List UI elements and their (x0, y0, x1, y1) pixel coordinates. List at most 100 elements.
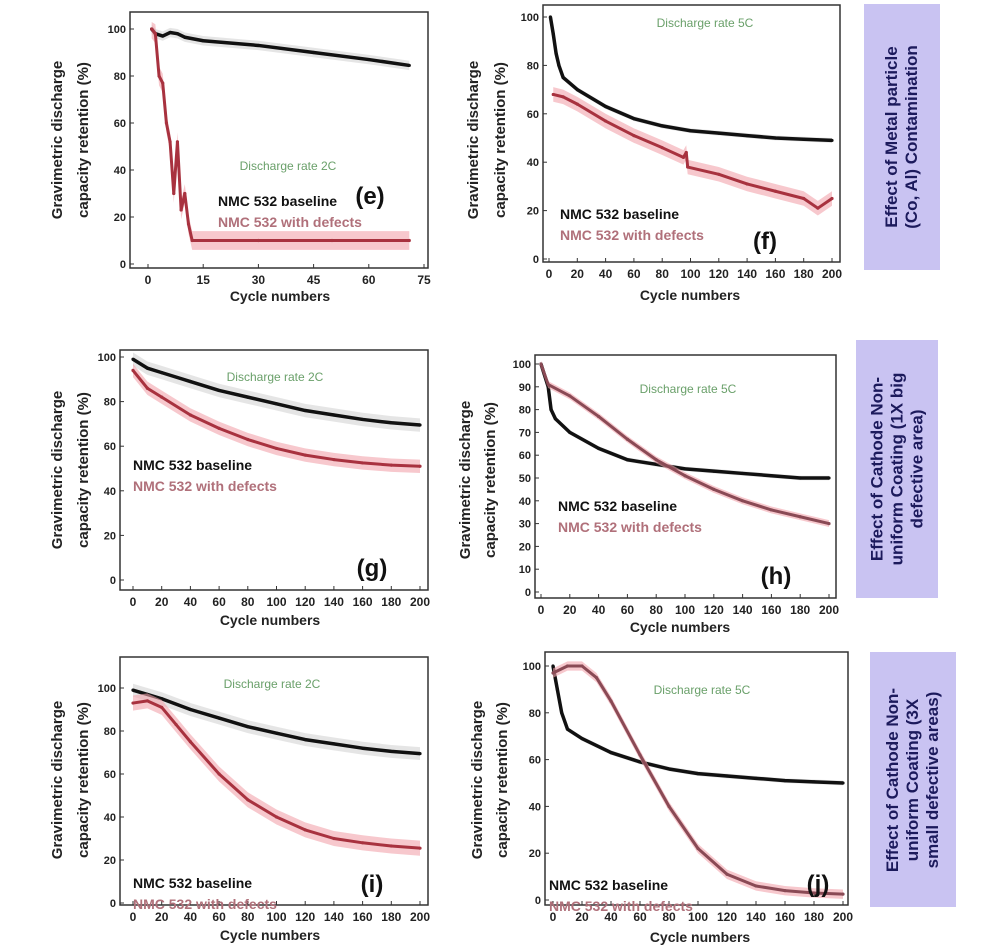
plot-frame (544, 651, 849, 906)
y-tick-label: 40 (104, 812, 116, 824)
discharge-rate-label: Discharge rate 5C (654, 683, 751, 697)
y-tick-label: 100 (108, 24, 126, 36)
data-point (745, 182, 749, 186)
data-point (783, 889, 787, 893)
side-label-big-defect: Effect of Cathode Non- uniform Coating (… (856, 340, 938, 598)
x-tick-label: 160 (353, 595, 373, 609)
data-point (745, 133, 749, 138)
data-point (686, 165, 690, 169)
data-point (188, 707, 192, 712)
data-point (157, 74, 161, 78)
data-point (812, 891, 816, 895)
y-tick-label: 20 (519, 541, 531, 553)
x-tick-label: 140 (746, 910, 766, 924)
error-band (553, 663, 843, 786)
x-tick-label: 200 (410, 910, 430, 924)
data-point (554, 51, 558, 55)
x-tick-label: 60 (212, 595, 226, 609)
x-tick-label: 160 (761, 603, 781, 617)
data-point (389, 463, 393, 467)
x-tick-label: 180 (794, 267, 814, 281)
data-point (561, 95, 565, 99)
legend-entry: NMC 532 baseline (558, 498, 677, 514)
y-tick-label: 60 (114, 118, 126, 130)
data-point (389, 749, 393, 754)
side-label-metal-contamination: Effect of Metal particle (Co, Al) Contam… (864, 4, 940, 270)
data-point (131, 357, 135, 361)
data-point (546, 382, 550, 387)
data-point (660, 124, 664, 128)
data-point (798, 515, 802, 519)
data-point (217, 426, 221, 430)
x-tick-label: 20 (155, 910, 169, 924)
data-point (632, 117, 636, 121)
panel-label: (h) (761, 563, 792, 590)
data-point (638, 760, 642, 764)
data-point (660, 146, 664, 150)
y-tick-label: 40 (519, 496, 531, 508)
data-point (841, 892, 845, 896)
y-tick-label: 0 (535, 895, 541, 907)
chart-panel-h: 0 20 40 60 80 100 120 140 160 180 200 0 10 20 30 40 50 60… (457, 354, 839, 635)
y-axis-label: capacity retention (%) (482, 402, 499, 558)
x-tick-label: 45 (307, 273, 321, 287)
x-tick-label: 0 (550, 910, 557, 924)
x-tick-label: 180 (804, 910, 824, 924)
y-tick-label: 20 (527, 206, 539, 218)
chart-panel-j: 0 20 40 60 80 100 120 140 160 180 200 0 20 40 60 80 100 C… (469, 651, 853, 945)
data-point (725, 872, 729, 876)
data-point (168, 30, 172, 35)
panel-label: (g) (357, 555, 388, 582)
data-point (625, 458, 630, 462)
x-tick-label: 60 (633, 910, 647, 924)
data-point (696, 772, 700, 776)
data-point (688, 129, 693, 133)
data-point (604, 119, 608, 123)
data-point (568, 394, 572, 398)
y-tick-label: 60 (529, 755, 541, 767)
y-tick-label: 20 (104, 530, 116, 542)
data-point (539, 362, 543, 366)
x-tick-label: 60 (212, 910, 226, 924)
side-label-small-defects: Effect of Cathode Non- uniform Coating (… (870, 652, 956, 907)
data-point (168, 140, 172, 144)
y-tick-label: 100 (98, 683, 116, 695)
series-line-baseline (132, 688, 421, 756)
y-tick-label: 50 (519, 473, 531, 485)
data-point (594, 676, 599, 680)
panel-label: (j) (807, 871, 830, 898)
y-tick-label: 100 (521, 12, 539, 24)
chart-panel-e: 0 15 30 45 60 75 0 20 40 60 80 100 Cycle numbers Grav… (49, 11, 431, 304)
data-point (551, 32, 555, 36)
y-tick-label: 40 (114, 165, 126, 177)
data-point (841, 781, 845, 785)
x-tick-label: 20 (571, 267, 585, 281)
x-tick-label: 120 (709, 267, 729, 281)
x-tick-label: 200 (822, 267, 842, 281)
plot-frame (129, 11, 429, 269)
data-point (274, 815, 279, 819)
y-axis-label: Gravimetric discharge (465, 61, 482, 219)
data-point (741, 471, 745, 476)
x-tick-label: 60 (621, 603, 635, 617)
y-tick-label: 100 (98, 352, 116, 364)
data-point (153, 32, 157, 36)
y-tick-label: 20 (114, 212, 126, 224)
data-point (217, 388, 221, 393)
x-axis-label: Cycle numbers (220, 927, 321, 943)
x-tick-label: 20 (575, 910, 589, 924)
y-tick-label: 70 (519, 427, 531, 439)
data-point (303, 453, 307, 457)
data-point (361, 841, 365, 845)
data-point (696, 846, 700, 851)
data-point (683, 474, 687, 478)
data-point (161, 81, 165, 85)
data-point (684, 150, 688, 155)
data-point (580, 664, 584, 668)
data-point (654, 458, 658, 462)
data-point (164, 121, 168, 125)
y-tick-label: 80 (104, 726, 116, 738)
y-axis-label: capacity retention (%) (75, 702, 92, 858)
error-band (133, 683, 420, 761)
side-label-text: Effect of Metal particle (Co, Al) Contam… (882, 45, 922, 229)
